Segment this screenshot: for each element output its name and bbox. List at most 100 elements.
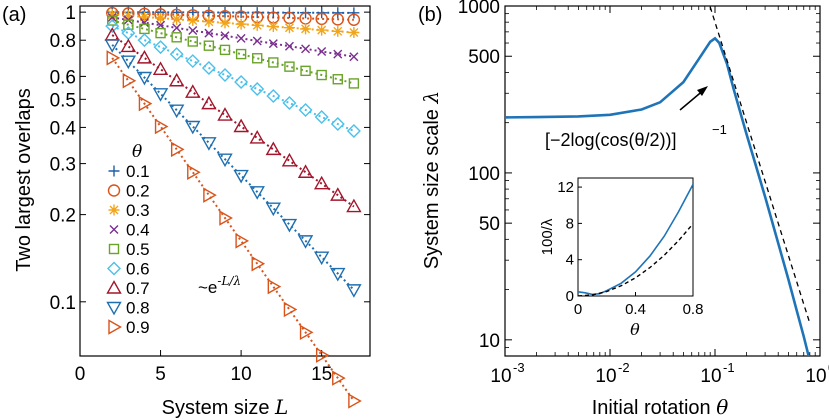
y-tick-label: 0.5: [50, 90, 76, 111]
y-tick-label: 0.6: [50, 67, 76, 88]
panel-a-axes-frame: [79, 5, 371, 357]
data-point: [187, 36, 198, 47]
theory-curve: [709, 6, 811, 324]
data-point: [249, 130, 265, 144]
panel-b-label: (b): [418, 4, 442, 26]
panel-b-y-axis-label: System size scale λ: [419, 91, 443, 269]
data-point: [346, 198, 362, 213]
data-point: [251, 256, 266, 272]
y-tick-label: 100: [468, 164, 500, 185]
data-point: [172, 23, 182, 33]
data-point: [235, 233, 250, 249]
panel-a-annotation: ~e-L/λ: [198, 274, 241, 297]
data-point: [171, 13, 183, 25]
data-point: [219, 210, 233, 226]
data-point: [348, 27, 360, 39]
panel-b-ticks: 10-310-210-110010005001005010: [458, 0, 829, 387]
data-point: [185, 120, 201, 135]
data-point: [107, 12, 117, 22]
data-point: [217, 107, 233, 121]
data-point: [299, 324, 314, 341]
x-label-text: System size: [162, 397, 270, 419]
x-tick-exponent: -1: [723, 360, 735, 375]
legend-entry-label: 0.8: [126, 299, 150, 318]
data-point: [201, 95, 217, 110]
data-point: [316, 69, 327, 81]
annotation-formula: [−2log(cos(θ/2))]: [545, 130, 677, 150]
data-point: [154, 118, 169, 135]
fit-line: [111, 44, 355, 291]
data-point: [123, 19, 134, 30]
data-point: [122, 10, 134, 22]
data-point: [138, 11, 150, 23]
inset-y-tick-label: 8: [566, 215, 574, 232]
y-tick-label: 1: [65, 3, 76, 24]
data-point: [265, 202, 282, 217]
panel-b-lines: [505, 6, 811, 356]
data-point: [281, 152, 298, 167]
data-point: [268, 39, 278, 49]
data-point: [234, 75, 249, 90]
data-point: [108, 165, 120, 177]
fit-line: [112, 12, 354, 21]
data-point: [120, 55, 137, 70]
data-point: [218, 68, 232, 83]
data-point: [332, 370, 346, 386]
data-point: [348, 393, 362, 409]
y-tick-label: 1000: [458, 0, 500, 18]
fit-line: [112, 16, 355, 58]
data-point: [252, 53, 263, 64]
inset-chart: 0 0.4 0.8 0 4 8 12 θ 100/λ: [539, 177, 703, 339]
inset-x-axis-label: θ: [630, 320, 640, 339]
data-point: [188, 25, 198, 35]
x-tick-label: 10: [700, 366, 721, 387]
panel-b-axes-frame: [504, 5, 821, 357]
data-point: [235, 18, 247, 30]
data-point: [108, 243, 120, 255]
data-point: [265, 141, 282, 156]
data-point: [220, 31, 230, 41]
y-tick-label: 50: [479, 214, 500, 235]
inset-y-tick-label: 0: [566, 288, 574, 305]
legend-entry-label: 0.3: [126, 201, 150, 220]
y-tick-label: 0.1: [50, 293, 76, 314]
data-point: [315, 347, 330, 363]
x-label-var: θ: [716, 395, 728, 419]
data-point: [346, 123, 361, 138]
panel-a-x-axis-label: System size L: [162, 395, 289, 419]
data-point: [187, 164, 201, 180]
data-point: [169, 47, 184, 62]
data-point: [301, 44, 311, 54]
data-point: [284, 61, 295, 72]
data-point: [152, 88, 169, 102]
data-point: [317, 46, 327, 56]
data-point: [106, 50, 121, 66]
data-point: [108, 204, 120, 216]
panel-a-y-axis-label: Two largest overlaps: [13, 88, 35, 271]
data-point: [330, 116, 345, 131]
legend-entry-label: 0.9: [126, 318, 150, 337]
x-tick-label: 0: [75, 364, 86, 385]
data-point: [283, 22, 295, 34]
legend-entry-label: 0.5: [126, 240, 150, 259]
data-point: [313, 251, 330, 266]
data-point: [106, 280, 122, 294]
legend-entry-label: 0.6: [126, 260, 150, 279]
data-point: [333, 49, 343, 59]
data-point: [201, 137, 217, 151]
data-point: [171, 32, 182, 43]
data-point: [152, 61, 169, 76]
inset-ticks: 0 0.4 0.8 0 4 8 12: [557, 179, 703, 318]
data-point: [251, 19, 263, 31]
legend-entry-label: 0.4: [126, 221, 150, 240]
y-tick-label: 0.3: [50, 155, 76, 176]
data-point: [348, 78, 360, 89]
x-tick-label: 10: [231, 364, 252, 385]
data-point: [267, 21, 279, 33]
data-point: [109, 225, 119, 234]
inset-lambda-curve: [578, 184, 693, 296]
legend-title: θ: [132, 142, 142, 162]
data-point: [236, 33, 246, 43]
data-point: [331, 13, 344, 26]
